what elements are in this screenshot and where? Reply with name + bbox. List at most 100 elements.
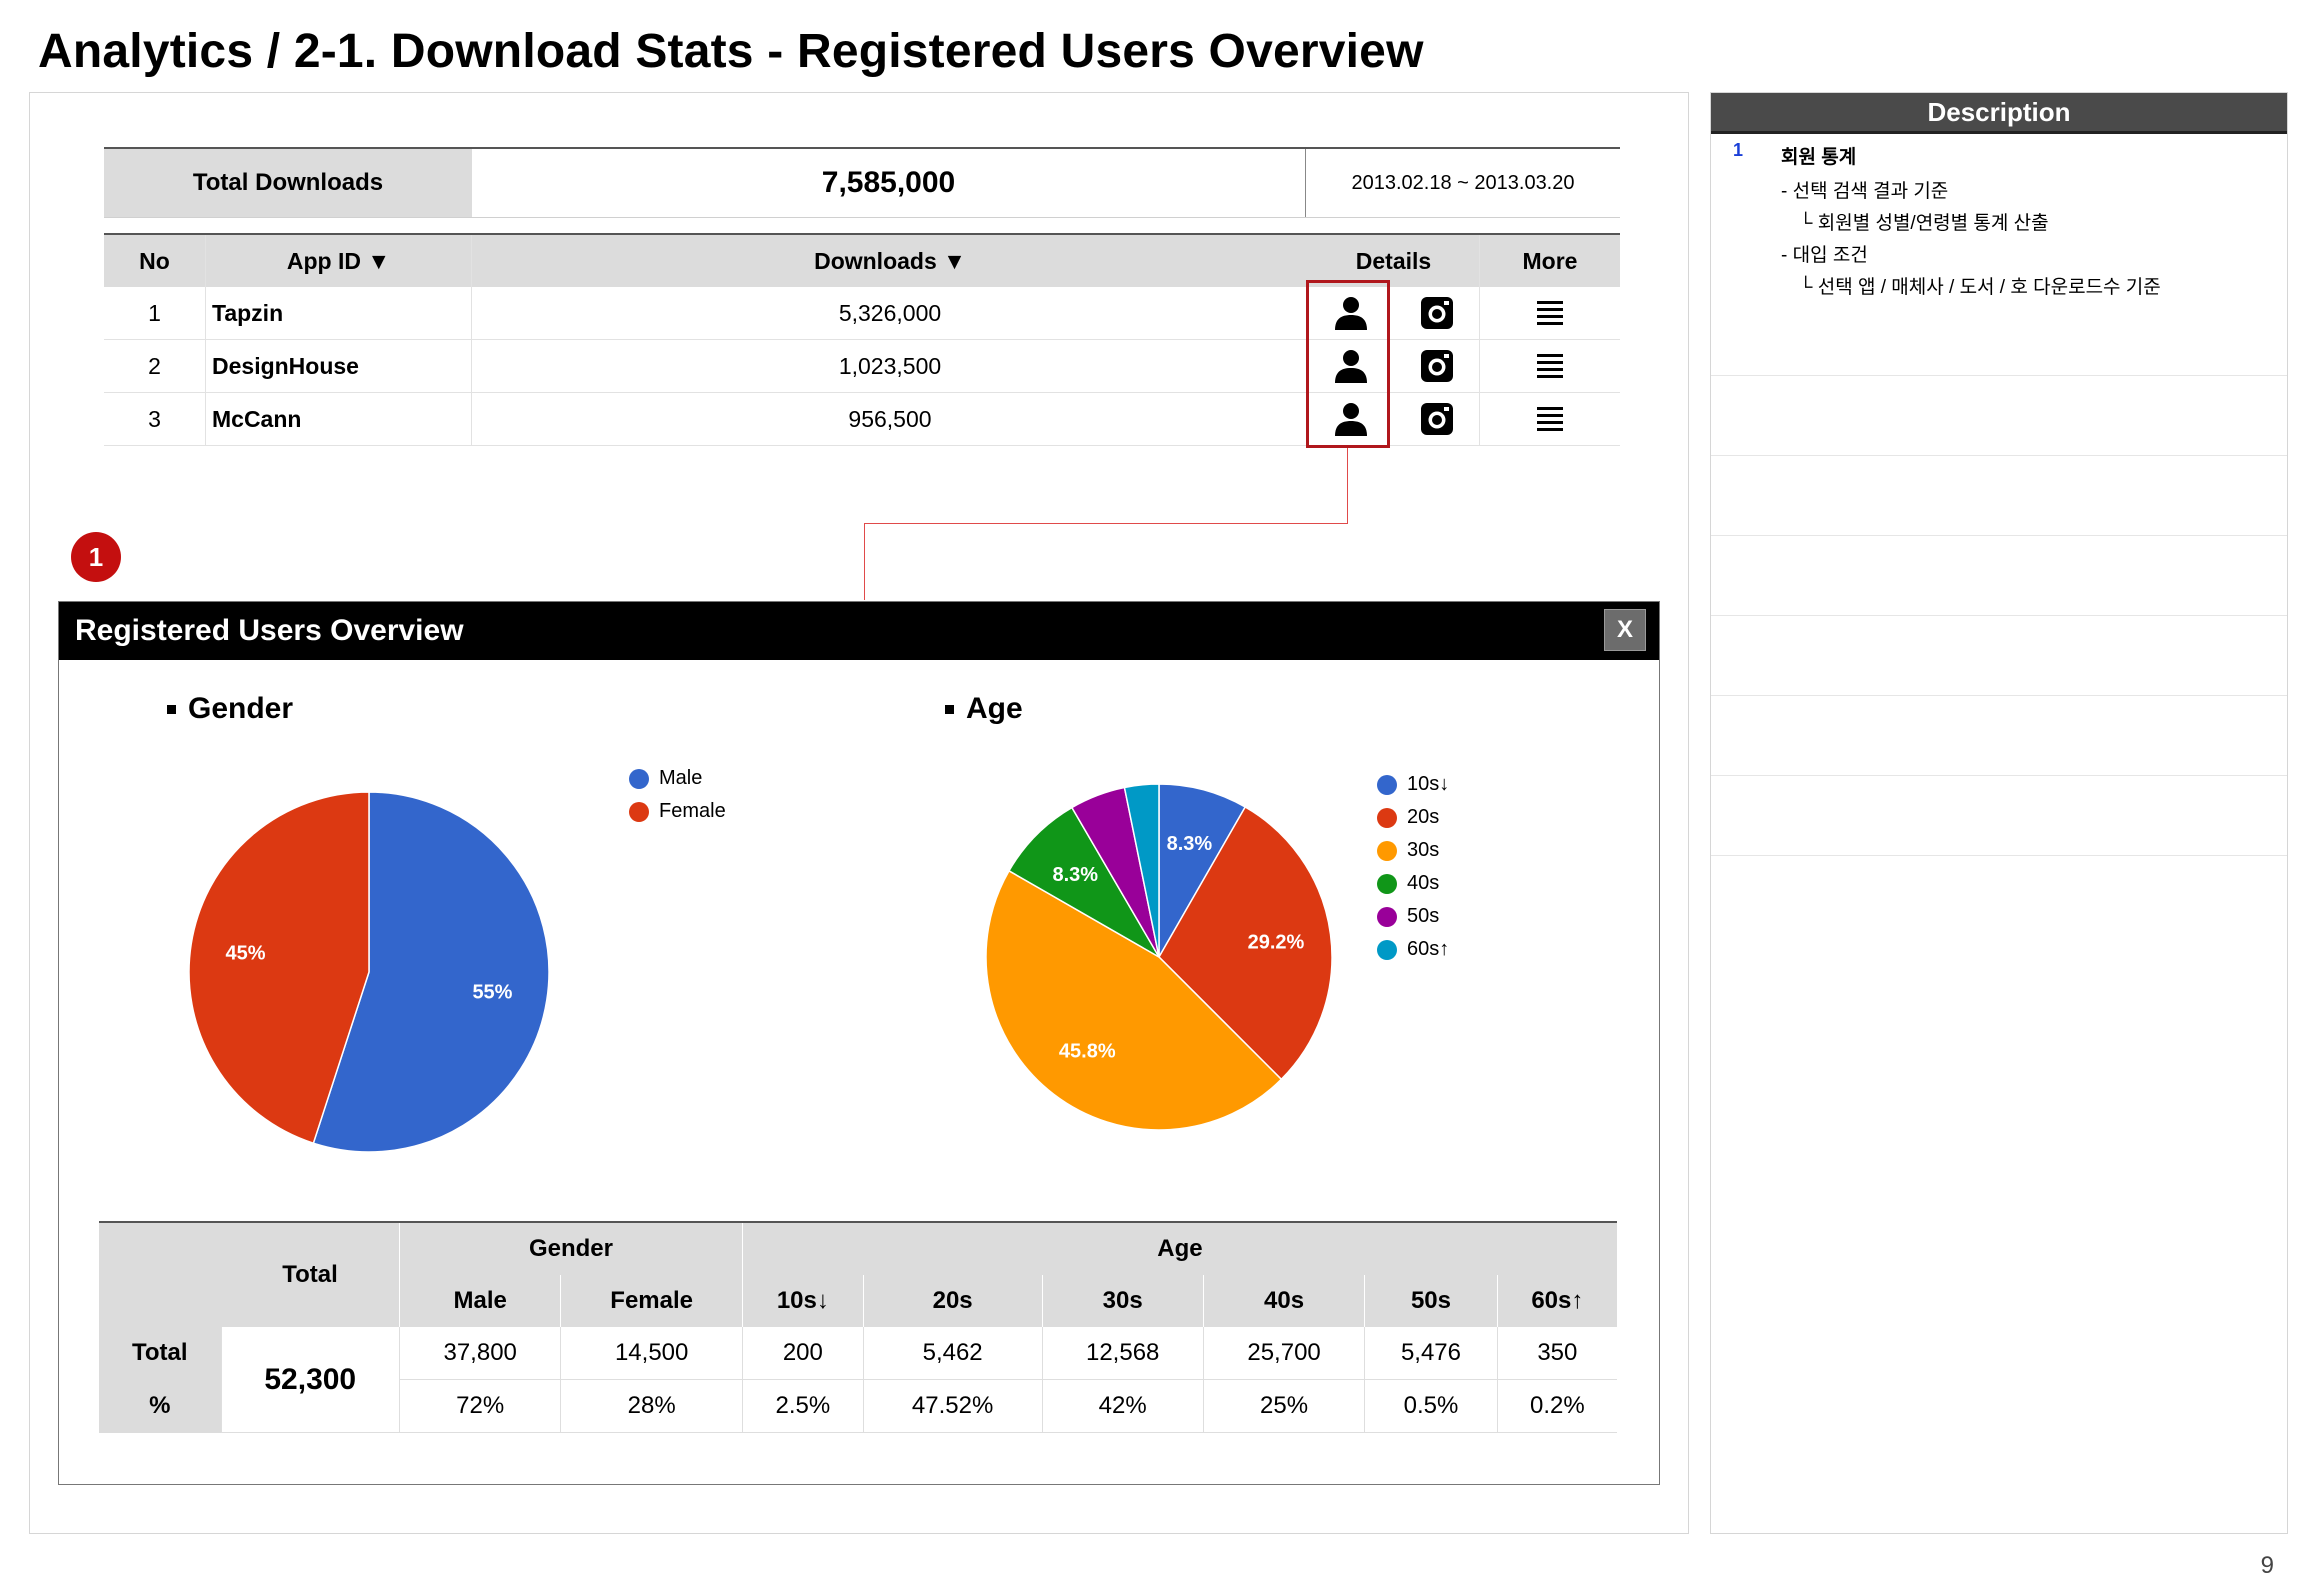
cell-male-percent: 72%	[398, 1379, 561, 1433]
list-icon	[1537, 407, 1563, 431]
legend-item: Female	[629, 795, 726, 828]
row-app-id: DesignHouse	[206, 340, 472, 392]
row-no: 2	[104, 340, 206, 392]
legend-dot-icon	[1377, 906, 1397, 927]
total-header: Total	[221, 1222, 400, 1327]
gender-title: Gender	[188, 692, 294, 725]
col-20s: 20s	[862, 1275, 1042, 1327]
cell-20s-percent: 47.52%	[862, 1379, 1042, 1433]
user-stats-table: Total Gender Age Male Female 10s↓ 20s 30…	[99, 1221, 1617, 1433]
camera-details-button[interactable]	[1394, 287, 1480, 339]
legend-item: 30s	[1377, 834, 1449, 867]
table-row: 1 Tapzin 5,326,000	[104, 287, 1620, 340]
legend-label: 20s	[1407, 806, 1440, 828]
user-details-button[interactable]	[1308, 287, 1394, 339]
legend-dot-icon	[1377, 774, 1397, 795]
row-downloads: 1,023,500	[838, 352, 942, 379]
cell-10s-percent: 2.5%	[741, 1379, 864, 1433]
gender-pie-chart: 55% 45%	[188, 791, 550, 1153]
description-panel: Description 1 회원 통계 - 선택 검색 결과 기준 └ 회원별 …	[1710, 92, 2288, 1534]
age-legend: 10s↓ 20s 30s 40s 50s 60s↑	[1377, 768, 1449, 966]
pie-slice-10s	[1158, 783, 1247, 960]
legend-dot-icon	[1377, 807, 1397, 828]
gender-group-header: Gender	[399, 1222, 743, 1275]
close-button[interactable]: X	[1604, 609, 1646, 651]
description-item-number: 1	[1733, 140, 1744, 160]
description-header: Description	[1711, 93, 2287, 134]
legend-dot-icon	[1377, 939, 1397, 960]
more-button[interactable]	[1480, 287, 1620, 339]
age-pie-chart: 8.3% 29.2% 45.8% 8.3%	[985, 783, 1333, 1131]
col-10s: 10s↓	[741, 1275, 864, 1327]
header-app-id-sort[interactable]: App ID ▼	[206, 235, 472, 287]
cell-female-percent: 28%	[560, 1379, 743, 1433]
popup-header: Registered Users Overview X	[59, 602, 1659, 660]
col-male: Male	[398, 1275, 561, 1327]
cell-20s-total: 5,462	[862, 1327, 1042, 1380]
user-icon	[1335, 403, 1367, 436]
pie-data-label: 8.3%	[1053, 864, 1099, 886]
legend-item: 50s	[1377, 900, 1449, 933]
user-details-button[interactable]	[1308, 340, 1394, 392]
row-downloads: 956,500	[848, 405, 932, 432]
age-title: Age	[966, 692, 1023, 725]
pie-data-label: 29.2%	[1248, 931, 1305, 953]
camera-details-button[interactable]	[1394, 340, 1480, 392]
pie-slice-female	[188, 791, 370, 1145]
more-button[interactable]	[1480, 393, 1620, 445]
legend-dot-icon	[629, 801, 649, 822]
registered-users-popup: Registered Users Overview X Gender Age 5…	[58, 601, 1660, 1485]
legend-label: 60s↑	[1407, 938, 1450, 960]
pie-slice-male	[312, 791, 550, 1153]
legend-dot-icon	[1377, 840, 1397, 861]
legend-item: 60s↑	[1377, 933, 1449, 966]
legend-label: Male	[659, 767, 703, 789]
description-row	[1711, 376, 2287, 456]
user-icon	[1335, 350, 1367, 383]
legend-dot-icon	[1377, 873, 1397, 894]
row-app-id: Tapzin	[206, 287, 472, 339]
header-details: Details	[1308, 235, 1480, 287]
legend-label: Female	[659, 800, 726, 822]
pie-data-label: 55%	[472, 982, 512, 1004]
cell-30s-total: 12,568	[1041, 1327, 1204, 1380]
annotation-badge: 1	[71, 532, 121, 582]
col-50s: 50s	[1364, 1275, 1498, 1327]
cell-60s-percent: 0.2%	[1496, 1379, 1617, 1433]
bullet-square-icon	[945, 704, 954, 714]
gender-legend: Male Female	[629, 762, 726, 828]
legend-item: 10s↓	[1377, 768, 1449, 801]
cell-40s-total: 25,700	[1202, 1327, 1365, 1380]
legend-label: 40s	[1407, 872, 1440, 894]
table-row: % 72% 28% 2.5% 47.52% 42% 25% 0.5% 0.2%	[99, 1379, 1617, 1433]
table-row: 2 DesignHouse 1,023,500	[104, 340, 1620, 393]
user-details-button[interactable]	[1308, 393, 1394, 445]
page-title: Analytics / 2-1. Download Stats - Regist…	[38, 25, 1424, 78]
col-female: Female	[560, 1275, 743, 1327]
col-40s: 40s	[1202, 1275, 1365, 1327]
row-label-percent: %	[99, 1379, 221, 1433]
pie-slice-20s	[1158, 805, 1333, 1081]
table-row: 3 McCann 956,500	[104, 393, 1620, 446]
legend-dot-icon	[629, 768, 649, 789]
description-row	[1711, 456, 2287, 536]
header-more: More	[1522, 247, 1578, 274]
camera-icon	[1420, 350, 1453, 382]
pie-data-label: 8.3%	[1167, 833, 1213, 855]
date-range: 2013.02.18 ~ 2013.03.20	[1351, 171, 1575, 194]
header-downloads-sort[interactable]: Downloads ▼	[814, 247, 966, 274]
cell-50s-percent: 0.5%	[1364, 1379, 1498, 1433]
cell-10s-total: 200	[741, 1327, 864, 1380]
row-no: 3	[104, 393, 206, 445]
pie-slice-60s	[1123, 783, 1160, 958]
cell-50s-total: 5,476	[1364, 1327, 1498, 1380]
list-icon	[1537, 301, 1563, 325]
page-number: 9	[2260, 1552, 2274, 1579]
connector-line	[1347, 448, 1348, 523]
camera-details-button[interactable]	[1394, 393, 1480, 445]
description-line: - 대입 조건	[1781, 245, 1868, 266]
connector-line	[864, 523, 865, 600]
description-row	[1711, 135, 2287, 376]
row-downloads: 5,326,000	[838, 299, 942, 326]
more-button[interactable]	[1480, 340, 1620, 392]
